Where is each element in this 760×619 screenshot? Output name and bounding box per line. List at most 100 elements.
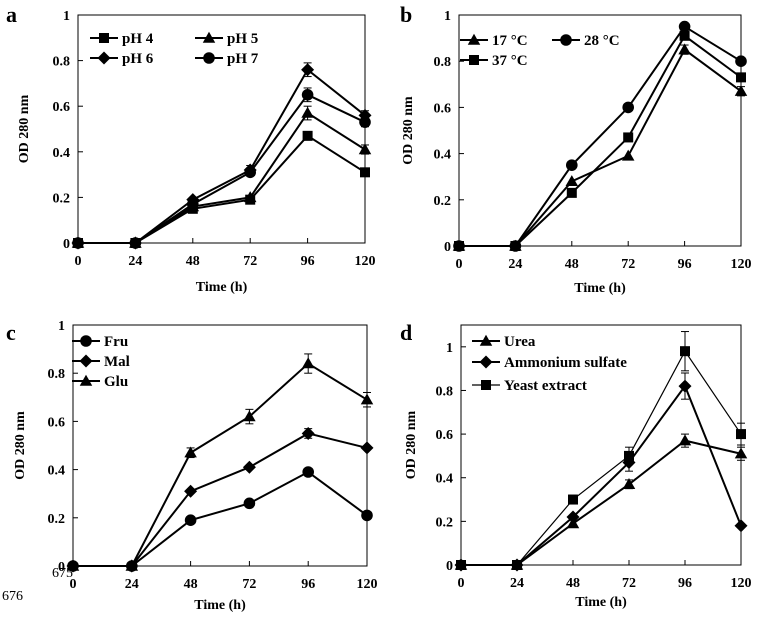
data-point	[679, 30, 690, 41]
x-axis-title: Time (h)	[196, 280, 248, 295]
series-glu	[66, 353, 374, 571]
chart-panel-b: 0 0.2 0.4 0.6 0.8 1 0 24 48 72 96 120 Time (h) OD 280…	[401, 9, 752, 296]
y-tick-label: 1	[63, 9, 70, 24]
y-tick-label: 0.6	[48, 415, 66, 430]
data-point	[566, 159, 578, 171]
panel-letter-a: a	[6, 2, 17, 27]
data-point	[361, 509, 373, 522]
y-tick-label: 0	[58, 560, 65, 575]
x-tick-label: 120	[731, 257, 752, 272]
legend-label: Yeast extract	[504, 378, 587, 394]
x-tick-label: 72	[242, 577, 256, 592]
legend-entry: Fru	[72, 334, 128, 350]
legend-entry: 37 °C	[460, 53, 528, 69]
x-tick-label: 96	[678, 257, 692, 272]
y-tick-label: 0.6	[436, 428, 454, 443]
y-axis-title: OD 280 nm	[13, 411, 28, 480]
data-point	[242, 460, 256, 474]
x-tick-label: 24	[510, 576, 524, 591]
y-tick-label: 1	[58, 319, 65, 334]
data-point	[621, 149, 635, 161]
series-line	[461, 384, 742, 566]
data-point	[624, 450, 634, 461]
y-axis-title: OD 280 nm	[401, 96, 416, 165]
data-point	[734, 447, 748, 459]
data-point	[301, 89, 314, 101]
data-point	[565, 175, 579, 187]
data-point	[72, 237, 84, 249]
panel-letter-b: b	[400, 2, 412, 27]
data-point	[734, 519, 748, 533]
legend-entry: Mal	[72, 354, 130, 370]
legend-marker	[560, 34, 572, 46]
legend-marker	[479, 355, 493, 369]
legend-label: 28 °C	[584, 33, 620, 49]
legend-entry: pH 7	[195, 51, 259, 67]
y-tick-label: 0	[446, 559, 453, 574]
x-axis-title: Time (h)	[574, 281, 626, 296]
data-point	[301, 357, 315, 369]
series-line	[73, 432, 368, 567]
y-axis-title: OD 280 nm	[404, 410, 419, 479]
y-tick-label: 0.2	[436, 515, 454, 530]
y-tick-label: 0.6	[434, 101, 452, 116]
data-point	[358, 143, 372, 155]
legend-marker	[202, 31, 216, 43]
legend-label: Urea	[504, 334, 536, 350]
x-axis-title: Time (h)	[194, 598, 246, 613]
legend-entry: Ammonium sulfate	[472, 355, 627, 371]
y-tick-label: 0.4	[436, 472, 454, 487]
panel-letter-c: c	[6, 320, 16, 345]
plot-frame	[458, 14, 742, 247]
chart-panel-c: 0 0.2 0.4 0.6 0.8 1 0 24 48 72 96 120 Time (h) OD 280…	[13, 319, 378, 613]
series-line	[73, 470, 368, 567]
legend-entry: Yeast extract	[472, 378, 587, 394]
y-tick-label: 0.4	[48, 464, 66, 479]
data-point	[566, 510, 580, 524]
series-line	[461, 350, 742, 566]
data-point	[678, 434, 692, 446]
y-tick-label: 0.8	[48, 367, 66, 382]
y-tick-label: 1	[444, 9, 451, 24]
data-point	[456, 560, 466, 570]
x-tick-label: 48	[565, 257, 579, 272]
legend-label: pH 7	[227, 51, 259, 67]
data-point	[184, 446, 197, 458]
series-fru	[67, 466, 373, 572]
legend-label: Glu	[104, 374, 128, 390]
y-tick-label: 0.6	[53, 100, 71, 115]
y-tick-label: 0	[63, 237, 70, 252]
series-ammonium-sulfate	[454, 372, 748, 572]
x-tick-label: 0	[458, 576, 465, 591]
data-point	[360, 167, 370, 178]
data-point	[454, 241, 464, 251]
x-tick-label: 96	[678, 576, 692, 591]
data-point	[301, 106, 314, 118]
y-tick-label: 1	[446, 341, 453, 356]
data-point	[568, 494, 578, 505]
x-tick-label: 48	[184, 577, 198, 592]
x-tick-label: 24	[128, 254, 142, 269]
legend-marker	[481, 380, 491, 390]
series-17-c	[452, 43, 748, 251]
x-tick-label: 96	[301, 577, 315, 592]
x-tick-label: 0	[456, 257, 463, 272]
legend-marker	[467, 33, 481, 45]
legend-marker	[203, 52, 215, 64]
data-point	[243, 497, 256, 510]
series-ph-5	[71, 105, 372, 248]
data-point	[187, 198, 199, 211]
y-tick-label: 0.8	[434, 55, 452, 70]
series-ph-7	[72, 87, 371, 249]
chart-panel-a: 0 0.2 0.4 0.6 0.8 1 0 24 48 72 96 120 Time (h) OD 280…	[17, 9, 376, 295]
data-point	[244, 166, 256, 179]
data-point	[360, 393, 374, 405]
x-tick-label: 120	[731, 576, 752, 591]
legend-label: pH 6	[122, 51, 154, 67]
series-line	[459, 48, 742, 247]
data-point	[184, 514, 197, 527]
legend-marker	[97, 51, 111, 65]
data-point	[184, 484, 198, 498]
y-tick-label: 0.2	[434, 194, 452, 209]
